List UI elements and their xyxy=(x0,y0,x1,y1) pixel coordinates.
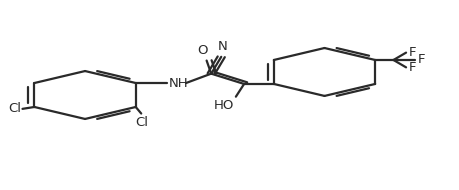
Text: F: F xyxy=(417,54,425,66)
Text: HO: HO xyxy=(213,99,234,112)
Text: Cl: Cl xyxy=(9,102,22,115)
Text: O: O xyxy=(197,44,208,57)
Text: F: F xyxy=(408,61,415,74)
Text: NH: NH xyxy=(168,77,188,89)
Text: N: N xyxy=(217,40,227,53)
Text: F: F xyxy=(408,46,415,59)
Text: Cl: Cl xyxy=(135,116,148,129)
